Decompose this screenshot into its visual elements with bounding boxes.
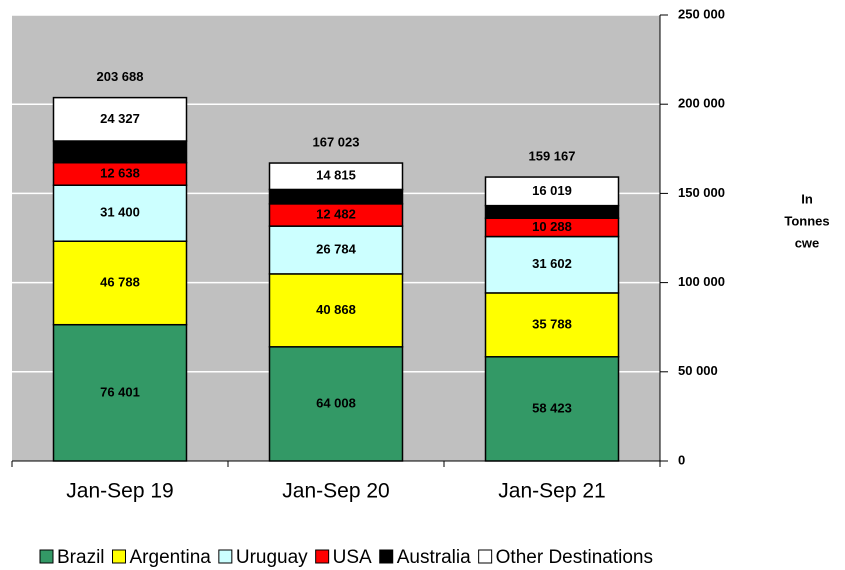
- x-tick-label: Jan-Sep 20: [282, 480, 389, 503]
- bar-segment: [484, 176, 620, 207]
- total-label: 167 023: [313, 134, 360, 149]
- bar-segment: [52, 184, 188, 242]
- legend-swatch: [218, 549, 233, 564]
- bar-segment: [268, 346, 404, 462]
- y-tick-label: 200 000: [678, 96, 725, 111]
- x-tick-label: Jan-Sep 21: [498, 480, 605, 503]
- legend-label: Other Destinations: [496, 547, 653, 568]
- bar-segment: [268, 162, 404, 191]
- segment-label: 14 815: [316, 168, 356, 183]
- y-axis-label: In: [801, 191, 813, 206]
- segment-label: 58 423: [532, 400, 572, 415]
- legend-swatch: [39, 549, 54, 564]
- segment-label: 35 788: [532, 316, 572, 331]
- bar-segment: [484, 356, 620, 462]
- segment-label: 64 008: [316, 395, 356, 410]
- bar-segment: [268, 273, 404, 348]
- y-tick-label: 250 000: [678, 6, 725, 21]
- segment-label: 31 602: [532, 256, 572, 271]
- segment-label: 46 788: [100, 274, 140, 289]
- x-tick-label: Jan-Sep 19: [66, 480, 173, 503]
- segment-label: 76 401: [100, 384, 140, 399]
- y-tick-label: 50 000: [678, 363, 718, 378]
- bar-segment: [52, 323, 188, 462]
- legend-swatch: [315, 549, 330, 564]
- legend-label: Brazil: [57, 547, 105, 568]
- legend-swatch: [112, 549, 127, 564]
- y-tick-label: 0: [678, 452, 685, 467]
- segment-label: 12 638: [100, 165, 140, 180]
- bar-segment: [52, 96, 188, 142]
- total-label: 203 688: [97, 69, 144, 84]
- bar-segment: [268, 188, 404, 205]
- segment-label: 12 482: [316, 206, 356, 221]
- total-label: 159 167: [529, 148, 576, 163]
- y-tick-label: 100 000: [678, 274, 725, 289]
- segment-label: 40 868: [316, 302, 356, 317]
- y-axis-label: Tonnes: [784, 213, 829, 228]
- bar-segment: [484, 204, 620, 219]
- legend-label: USA: [333, 547, 372, 568]
- bar-segment: [484, 235, 620, 294]
- segment-label: 10 288: [532, 219, 572, 234]
- legend-label: Australia: [397, 547, 471, 568]
- bar-segment: [484, 292, 620, 358]
- bar-segment: [268, 225, 404, 275]
- bar-segment: [52, 140, 188, 164]
- segment-label: 24 327: [100, 111, 140, 126]
- segment-label: 31 400: [100, 205, 140, 220]
- legend-swatch: [478, 549, 493, 564]
- y-axis-label: cwe: [795, 235, 820, 250]
- legend-label: Argentina: [130, 547, 212, 568]
- legend-swatch: [379, 549, 394, 564]
- segment-label: 16 019: [532, 183, 572, 198]
- legend-label: Uruguay: [236, 547, 308, 568]
- bar-segment: [52, 240, 188, 326]
- segment-label: 26 784: [316, 241, 357, 256]
- y-tick-label: 150 000: [678, 185, 725, 200]
